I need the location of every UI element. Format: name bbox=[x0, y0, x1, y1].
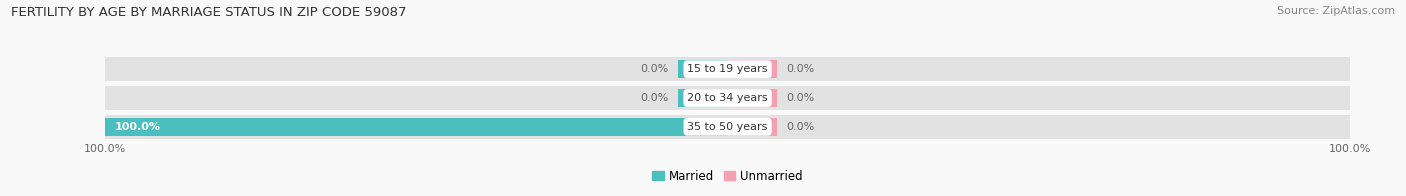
Text: 0.0%: 0.0% bbox=[787, 64, 815, 74]
Bar bbox=[105, 115, 1350, 139]
Text: 0.0%: 0.0% bbox=[787, 122, 815, 132]
Bar bbox=[105, 118, 728, 136]
Bar bbox=[678, 89, 728, 107]
Text: 20 to 34 years: 20 to 34 years bbox=[688, 93, 768, 103]
Text: 15 to 19 years: 15 to 19 years bbox=[688, 64, 768, 74]
Text: FERTILITY BY AGE BY MARRIAGE STATUS IN ZIP CODE 59087: FERTILITY BY AGE BY MARRIAGE STATUS IN Z… bbox=[11, 6, 406, 19]
Bar bbox=[728, 118, 778, 136]
Legend: Married, Unmarried: Married, Unmarried bbox=[652, 170, 803, 183]
Text: 0.0%: 0.0% bbox=[640, 93, 668, 103]
Bar bbox=[728, 60, 778, 78]
Text: 100.0%: 100.0% bbox=[115, 122, 160, 132]
Bar bbox=[105, 57, 1350, 81]
Text: 35 to 50 years: 35 to 50 years bbox=[688, 122, 768, 132]
Bar bbox=[105, 86, 1350, 110]
Text: Source: ZipAtlas.com: Source: ZipAtlas.com bbox=[1277, 6, 1395, 16]
Text: 0.0%: 0.0% bbox=[787, 93, 815, 103]
Text: 0.0%: 0.0% bbox=[640, 64, 668, 74]
Bar bbox=[678, 60, 728, 78]
Bar bbox=[728, 89, 778, 107]
